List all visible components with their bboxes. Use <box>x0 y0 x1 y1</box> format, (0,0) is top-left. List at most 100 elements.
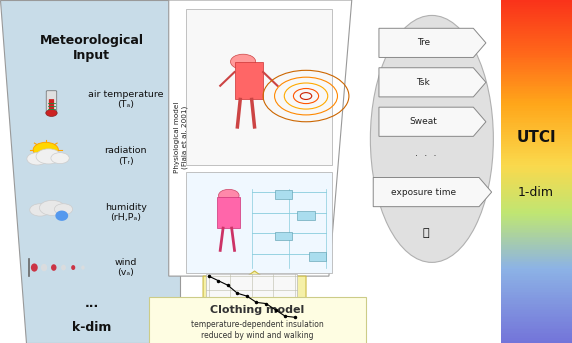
Bar <box>500 158 572 159</box>
Text: air temperature
(Tₐ): air temperature (Tₐ) <box>88 90 164 109</box>
Bar <box>500 225 572 226</box>
Text: exposure time: exposure time <box>391 188 456 197</box>
Bar <box>500 269 572 271</box>
Bar <box>500 139 572 141</box>
Polygon shape <box>379 107 486 136</box>
Bar <box>500 50 572 51</box>
Bar <box>500 19 572 21</box>
Bar <box>500 197 572 199</box>
Bar <box>500 24 572 26</box>
Bar <box>500 190 572 192</box>
Circle shape <box>219 189 239 202</box>
Bar <box>500 79 572 81</box>
Ellipse shape <box>31 263 38 272</box>
Bar <box>500 70 572 72</box>
Bar <box>500 338 572 340</box>
Circle shape <box>54 204 73 215</box>
Bar <box>500 65 572 67</box>
Bar <box>500 134 572 135</box>
Circle shape <box>46 110 57 117</box>
Bar <box>500 304 572 305</box>
Bar <box>500 262 572 264</box>
Bar <box>500 259 572 261</box>
Text: ·  ·  ·: · · · <box>415 151 437 161</box>
Bar <box>500 72 572 74</box>
Ellipse shape <box>41 264 47 271</box>
Bar <box>500 228 572 230</box>
Bar <box>500 333 572 334</box>
Bar <box>500 185 572 187</box>
Bar <box>235 62 263 99</box>
Bar <box>500 242 572 244</box>
Bar <box>500 283 572 285</box>
Bar <box>500 165 572 166</box>
Bar <box>309 252 326 261</box>
Bar <box>500 170 572 172</box>
Bar <box>500 295 572 297</box>
Text: humidity
(rH,Pₐ): humidity (rH,Pₐ) <box>105 203 147 222</box>
Bar <box>500 132 572 134</box>
Bar <box>500 245 572 247</box>
Circle shape <box>39 200 65 215</box>
Bar <box>500 129 572 130</box>
Bar <box>500 41 572 43</box>
Bar <box>500 328 572 329</box>
Bar <box>500 340 572 341</box>
Bar <box>500 199 572 201</box>
Bar <box>500 235 572 237</box>
Bar <box>500 10 572 12</box>
Polygon shape <box>373 178 492 206</box>
Bar <box>500 26 572 27</box>
Text: Tsk: Tsk <box>416 78 430 87</box>
FancyBboxPatch shape <box>46 91 57 114</box>
Bar <box>500 257 572 259</box>
Ellipse shape <box>81 265 85 270</box>
Bar <box>500 274 572 276</box>
Bar <box>500 252 572 254</box>
Bar <box>500 298 572 300</box>
Bar <box>500 230 572 232</box>
Bar <box>500 173 572 175</box>
FancyBboxPatch shape <box>49 99 54 112</box>
Bar <box>500 189 572 190</box>
Bar <box>500 141 572 142</box>
Bar <box>500 39 572 41</box>
Bar <box>500 62 572 63</box>
Bar <box>500 202 572 204</box>
Bar <box>500 55 572 57</box>
Bar <box>500 91 572 93</box>
Bar <box>500 175 572 177</box>
Bar <box>500 324 572 326</box>
Bar <box>500 244 572 245</box>
Text: UTCI: UTCI <box>516 130 556 145</box>
Bar <box>500 194 572 196</box>
Bar <box>500 254 572 256</box>
Bar <box>500 17 572 19</box>
Text: temperature-dependent insulation
reduced by wind and walking: temperature-dependent insulation reduced… <box>191 320 324 340</box>
Bar <box>500 238 572 240</box>
Bar <box>500 211 572 213</box>
Bar <box>500 240 572 242</box>
Polygon shape <box>169 0 352 276</box>
Circle shape <box>231 54 256 69</box>
Bar <box>500 206 572 208</box>
Bar <box>500 281 572 283</box>
Bar <box>500 75 572 77</box>
Bar <box>500 98 572 99</box>
Bar <box>500 232 572 233</box>
Bar <box>500 36 572 38</box>
Bar <box>500 118 572 120</box>
Bar <box>206 274 297 320</box>
Bar <box>500 67 572 69</box>
Bar <box>500 60 572 62</box>
Bar <box>500 196 572 197</box>
Text: Sweat: Sweat <box>410 117 437 126</box>
Bar <box>500 117 572 118</box>
Bar <box>500 142 572 144</box>
Bar <box>500 180 572 182</box>
Bar <box>500 122 572 123</box>
Bar <box>500 46 572 48</box>
Bar <box>500 74 572 75</box>
Bar <box>186 9 332 165</box>
Bar <box>500 87 572 89</box>
